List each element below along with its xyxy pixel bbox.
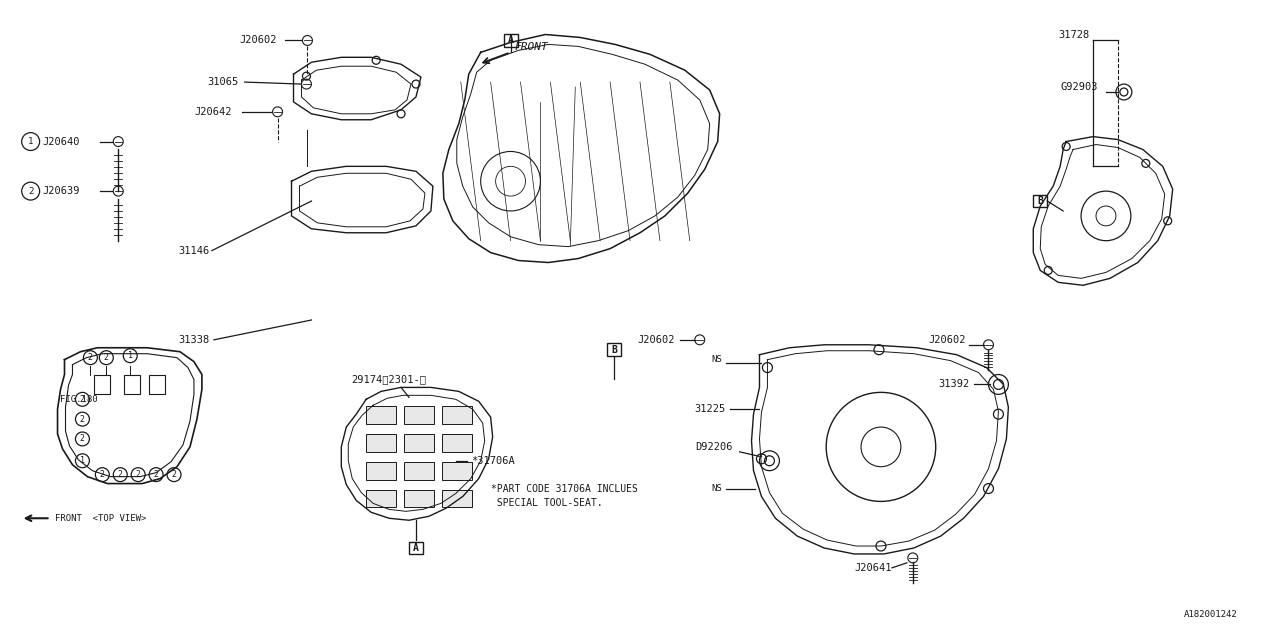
Text: B: B [611, 345, 617, 355]
Text: 31338: 31338 [178, 335, 209, 345]
Bar [1033, 195, 1047, 207]
Text: 2: 2 [88, 353, 93, 362]
Text: NS: NS [712, 355, 722, 364]
Text: 2: 2 [136, 470, 141, 479]
Bar [366, 461, 396, 479]
Bar [404, 461, 434, 479]
Text: 2: 2 [28, 187, 33, 196]
Bar [442, 490, 472, 508]
Text: 2: 2 [154, 470, 159, 479]
Bar [404, 406, 434, 424]
Text: J20602: J20602 [929, 335, 966, 345]
Bar [410, 541, 422, 554]
Bar [404, 434, 434, 452]
Text: J20641: J20641 [854, 563, 892, 573]
Text: 31225: 31225 [695, 404, 726, 414]
Text: J20642: J20642 [195, 107, 232, 117]
Text: NS: NS [712, 484, 722, 493]
Text: 2: 2 [79, 435, 84, 444]
Text: A182001242: A182001242 [1184, 611, 1238, 620]
Bar [442, 461, 472, 479]
Text: J20602: J20602 [637, 335, 675, 345]
Bar [124, 374, 141, 394]
Text: A: A [508, 35, 513, 45]
Text: *PART CODE 31706A INCLUES: *PART CODE 31706A INCLUES [490, 484, 637, 493]
Text: 31392: 31392 [938, 380, 970, 389]
Bar [503, 34, 517, 47]
Text: 1: 1 [79, 456, 84, 465]
Text: 2: 2 [104, 353, 109, 362]
Text: 31065: 31065 [207, 77, 238, 87]
Text: 31728: 31728 [1059, 29, 1089, 40]
Text: FRONT: FRONT [515, 42, 548, 52]
Text: 2: 2 [100, 470, 105, 479]
Text: B: B [1037, 196, 1043, 206]
Bar [442, 434, 472, 452]
Text: J20640: J20640 [42, 136, 81, 147]
Text: SPECIAL TOOL-SEAT.: SPECIAL TOOL-SEAT. [490, 499, 603, 508]
Bar [442, 406, 472, 424]
Text: FIG.180: FIG.180 [60, 395, 97, 404]
Text: 31146: 31146 [178, 246, 209, 255]
Text: FRONT  <TOP VIEW>: FRONT <TOP VIEW> [55, 514, 146, 523]
Bar [607, 343, 621, 356]
Text: 2: 2 [79, 415, 84, 424]
Text: 2: 2 [118, 470, 123, 479]
Text: 1: 1 [128, 351, 133, 360]
Bar [404, 490, 434, 508]
Bar [95, 374, 110, 394]
Text: A: A [413, 543, 419, 553]
Text: G92903: G92903 [1060, 82, 1098, 92]
Text: 2: 2 [79, 395, 84, 404]
Bar [366, 490, 396, 508]
Bar [150, 374, 165, 394]
Text: D92206: D92206 [695, 442, 732, 452]
Bar [366, 434, 396, 452]
Bar [366, 406, 396, 424]
Text: 2: 2 [172, 470, 177, 479]
Text: J20639: J20639 [42, 186, 81, 196]
Text: *31706A: *31706A [471, 456, 515, 466]
Text: 29174《2301-》: 29174《2301-》 [351, 374, 426, 385]
Text: 1: 1 [28, 137, 33, 146]
Text: J20602: J20602 [239, 35, 278, 45]
